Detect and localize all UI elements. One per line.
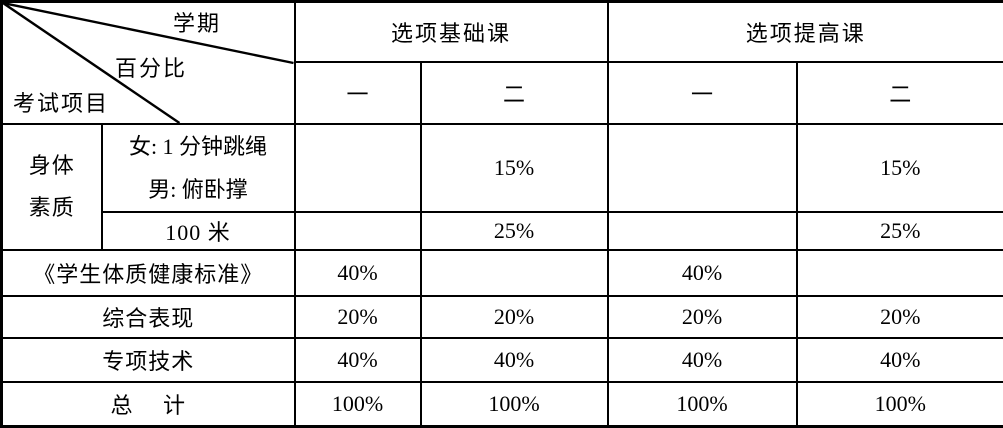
value-cell: 40% bbox=[608, 338, 797, 382]
column-group-basic-course: 选项基础课 bbox=[295, 2, 608, 62]
value-cell: 15% bbox=[421, 124, 608, 212]
table-row-special-technique: 专项技术 40% 40% 40% 40% bbox=[2, 338, 1003, 382]
table-row-fitness-2: 100 米 25% 25% bbox=[2, 212, 1003, 250]
value-cell bbox=[608, 124, 797, 212]
fitness-group-line-1: 身体 bbox=[3, 145, 101, 187]
value-cell: 20% bbox=[295, 296, 421, 338]
value-cell bbox=[608, 212, 797, 250]
value-cell bbox=[797, 250, 1003, 296]
value-cell: 100% bbox=[608, 382, 797, 426]
fitness-group-line-2: 素质 bbox=[3, 187, 101, 229]
corner-percent-label: 百分比 bbox=[115, 58, 187, 80]
value-cell: 40% bbox=[608, 250, 797, 296]
value-cell: 20% bbox=[608, 296, 797, 338]
row-group-fitness: 身体 素质 bbox=[2, 124, 102, 250]
row-label-total: 总 计 bbox=[2, 382, 295, 426]
table-row-health-standard: 《学生体质健康标准》 40% 40% bbox=[2, 250, 1003, 296]
corner-cell: 学期 百分比 考试项目 bbox=[2, 2, 295, 125]
corner-semester-label: 学期 bbox=[173, 13, 221, 35]
value-cell: 100% bbox=[421, 382, 608, 426]
value-cell: 40% bbox=[295, 338, 421, 382]
corner-exam-item-label: 考试项目 bbox=[13, 93, 109, 115]
fitness-1-label-male: 男: 俯卧撑 bbox=[103, 168, 294, 211]
term-header-basic-2: 二 bbox=[421, 62, 608, 124]
row-label-special-technique: 专项技术 bbox=[2, 338, 295, 382]
value-cell: 100% bbox=[797, 382, 1003, 426]
value-cell: 40% bbox=[797, 338, 1003, 382]
term-header-advanced-2: 二 bbox=[797, 62, 1003, 124]
value-cell: 40% bbox=[295, 250, 421, 296]
value-cell: 25% bbox=[421, 212, 608, 250]
value-cell: 40% bbox=[421, 338, 608, 382]
header-row-1: 学期 百分比 考试项目 选项基础课 选项提高课 bbox=[2, 2, 1003, 62]
value-cell bbox=[421, 250, 608, 296]
value-cell: 20% bbox=[797, 296, 1003, 338]
corner-cell-inner: 学期 百分比 考试项目 bbox=[3, 3, 294, 123]
value-cell: 15% bbox=[797, 124, 1003, 212]
row-label-overall-performance: 综合表现 bbox=[2, 296, 295, 338]
term-header-basic-1: 一 bbox=[295, 62, 421, 124]
value-cell: 25% bbox=[797, 212, 1003, 250]
value-cell: 100% bbox=[295, 382, 421, 426]
row-label-fitness-1: 女: 1 分钟跳绳 男: 俯卧撑 bbox=[102, 124, 295, 212]
table-row-fitness-1: 身体 素质 女: 1 分钟跳绳 男: 俯卧撑 15% 15% bbox=[2, 124, 1003, 212]
row-label-health-standard: 《学生体质健康标准》 bbox=[2, 250, 295, 296]
row-label-100m: 100 米 bbox=[102, 212, 295, 250]
table-row-overall-performance: 综合表现 20% 20% 20% 20% bbox=[2, 296, 1003, 338]
column-group-advanced-course: 选项提高课 bbox=[608, 2, 1003, 62]
value-cell bbox=[295, 212, 421, 250]
value-cell bbox=[295, 124, 421, 212]
table-row-total: 总 计 100% 100% 100% 100% bbox=[2, 382, 1003, 426]
fitness-1-label-female: 女: 1 分钟跳绳 bbox=[103, 125, 294, 168]
term-header-advanced-1: 一 bbox=[608, 62, 797, 124]
value-cell: 20% bbox=[421, 296, 608, 338]
